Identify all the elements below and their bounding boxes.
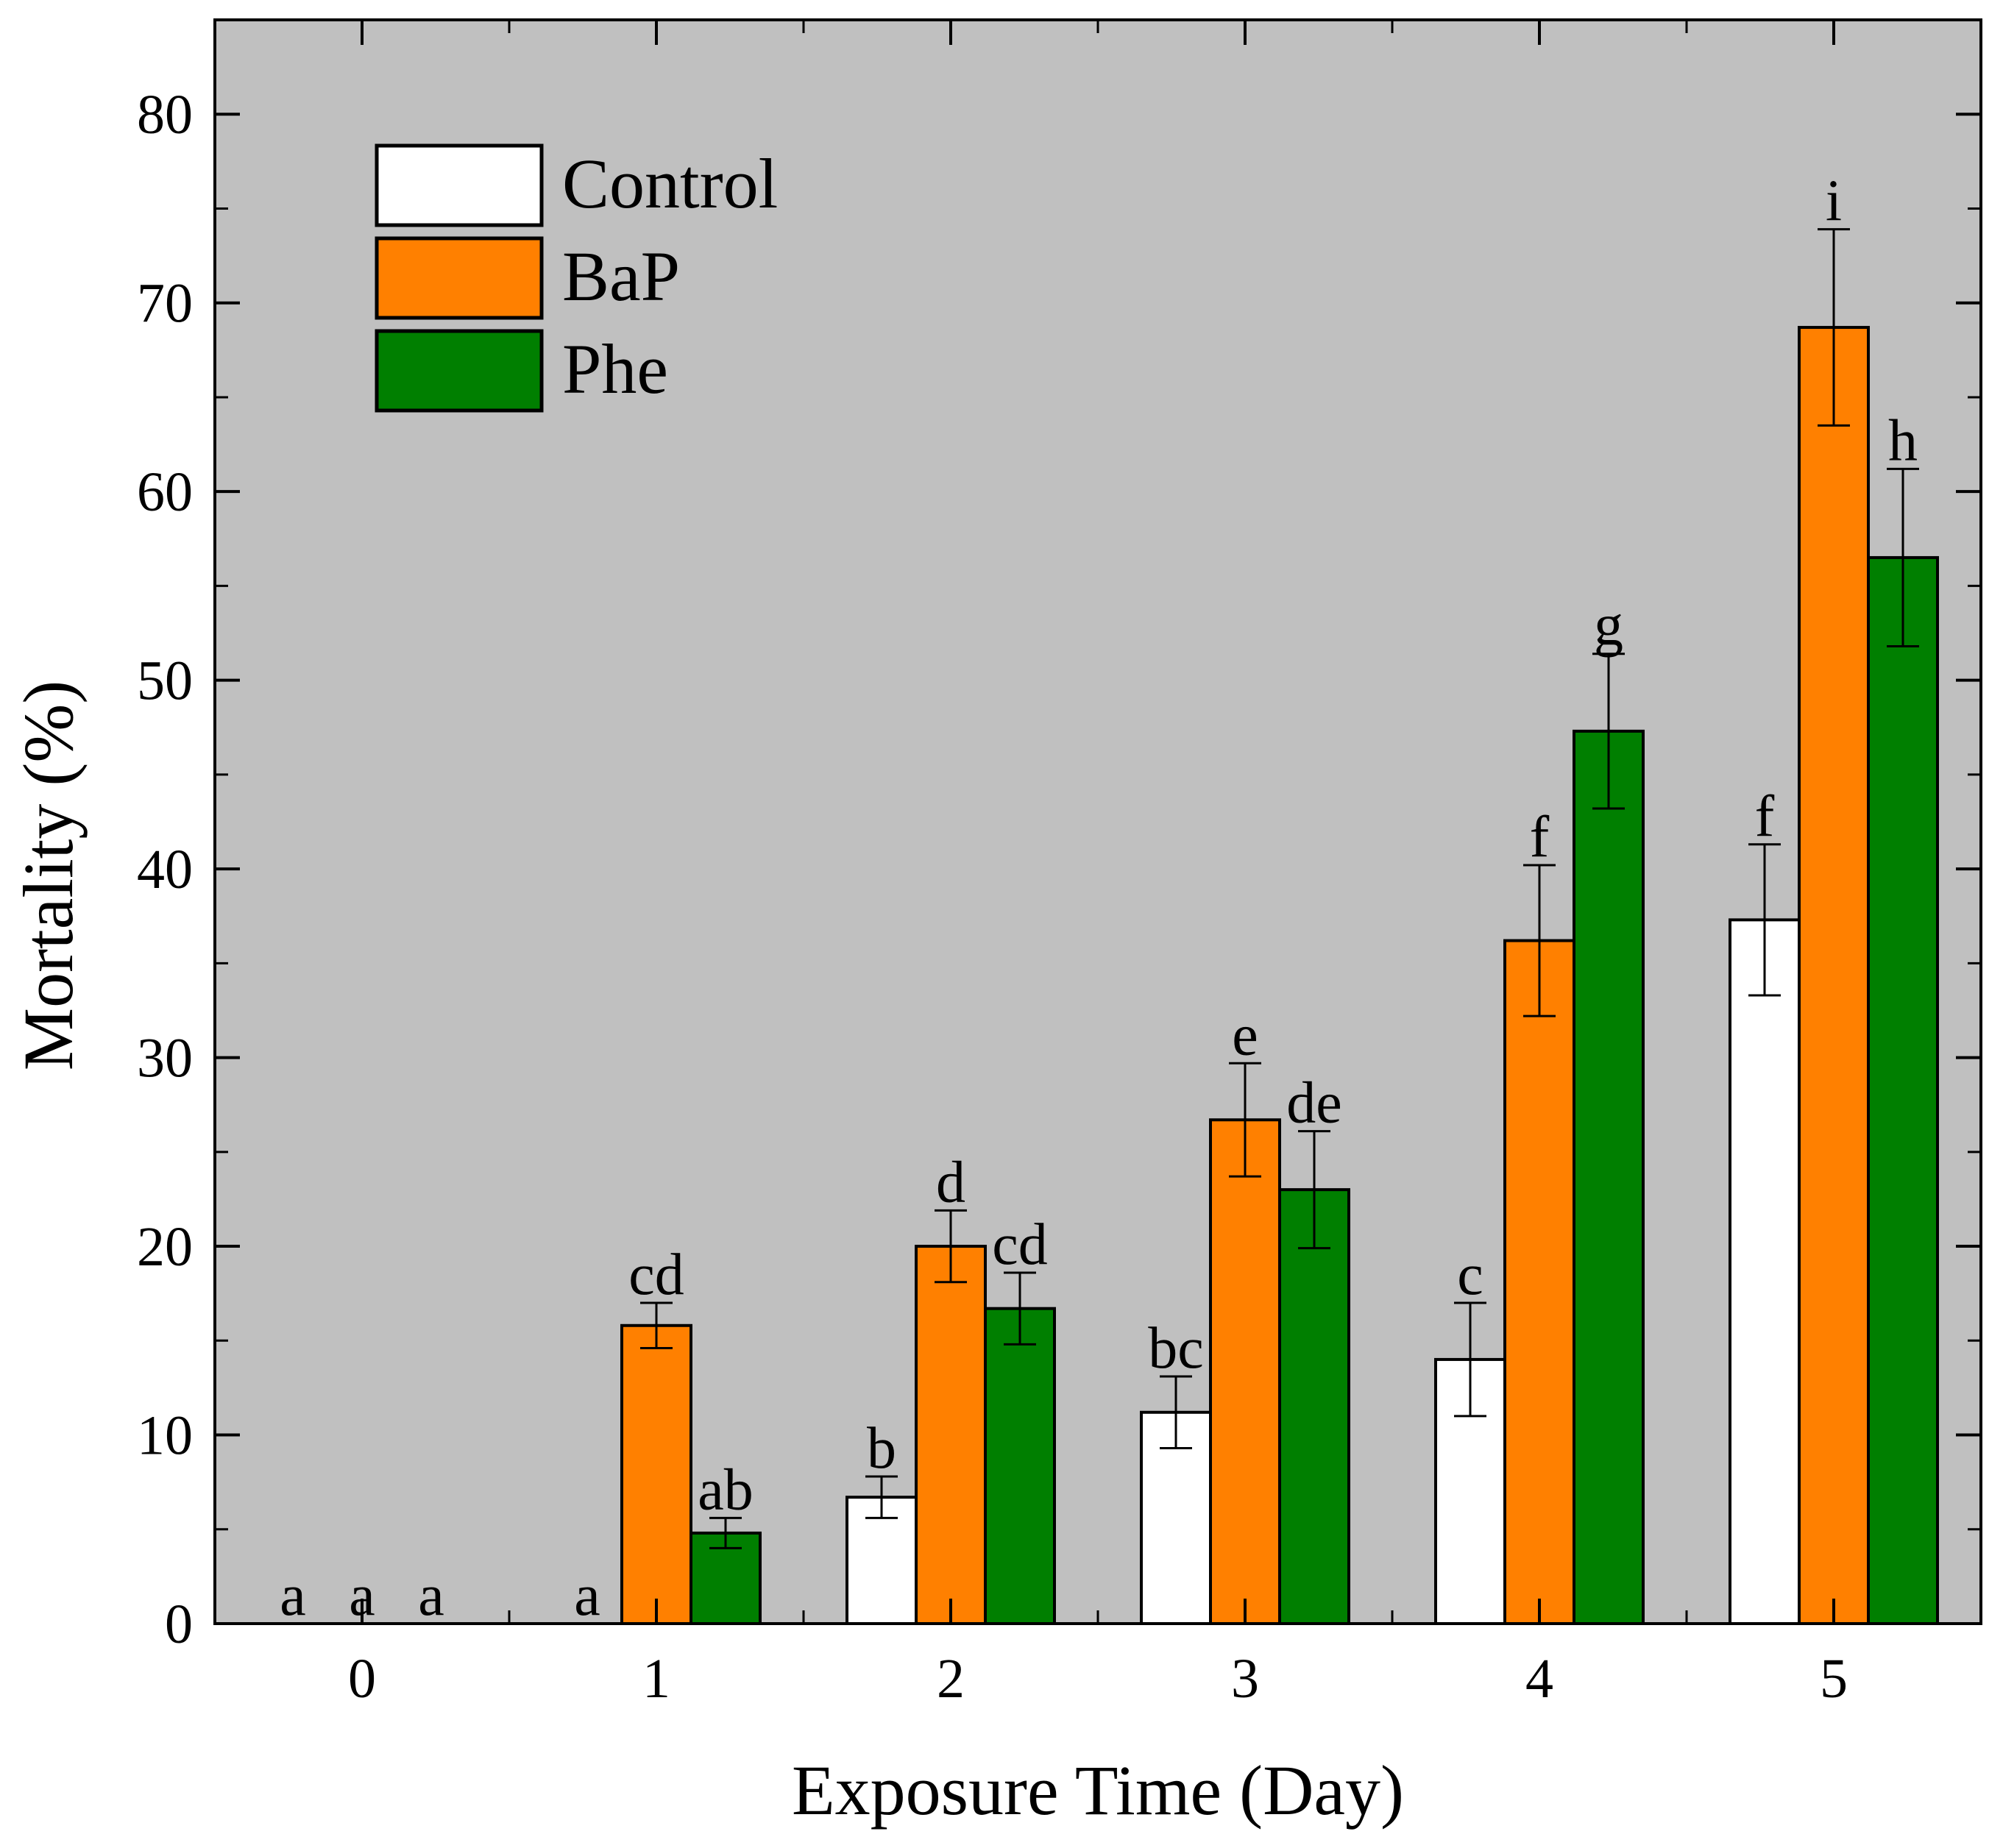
bar-bap-day-5 (1798, 326, 1870, 1625)
bar-phe-day-4 (1573, 729, 1645, 1625)
errorbar-bap-day-5 (1818, 228, 1850, 427)
sig-label-bap-day-2: d (936, 1150, 965, 1215)
bar-bap-day-1 (620, 1323, 692, 1626)
sig-label-phe-day-3: de (1286, 1071, 1342, 1136)
y-tick-label: 70 (137, 273, 193, 335)
y-tick-label: 20 (137, 1216, 193, 1278)
legend-swatch-bap (375, 236, 544, 320)
errorbar-bap-day-1 (640, 1301, 673, 1350)
sig-label-bap-day-3: e (1232, 1003, 1258, 1067)
x-tick-label: 3 (1231, 1648, 1259, 1710)
x-tick-label: 4 (1525, 1648, 1553, 1710)
sig-label-bap-day-5: i (1826, 169, 1842, 234)
sig-label-control-day-2: b (867, 1416, 896, 1481)
x-axis: 0 1 2 3 4 5 (348, 20, 1848, 1710)
y-tick-label: 60 (137, 461, 193, 523)
sig-label-control-day-0: a (280, 1563, 306, 1628)
bar-bap-day-3 (1209, 1118, 1281, 1625)
sig-label-control-day-1: a (574, 1563, 600, 1628)
bar-bap-day-4 (1503, 939, 1575, 1625)
bar-control-day-5 (1729, 918, 1801, 1626)
sig-label-phe-day-2: cd (992, 1212, 1048, 1277)
y-tick-label: 0 (165, 1593, 193, 1655)
legend-label-bap: BaP (562, 237, 680, 316)
errorbar-control-day-3 (1160, 1375, 1192, 1449)
y-tick-label: 30 (137, 1028, 193, 1090)
bar-bap-day-2 (915, 1245, 987, 1625)
x-tick-label: 1 (642, 1648, 670, 1710)
sig-label-bap-day-1: cd (628, 1243, 684, 1307)
x-tick-label: 5 (1820, 1648, 1848, 1710)
sig-label-phe-day-4: g (1594, 594, 1623, 658)
errorbar-phe-day-5 (1887, 467, 1919, 647)
errorbar-bap-day-2 (935, 1209, 967, 1284)
errorbar-phe-day-2 (1004, 1271, 1036, 1346)
sig-label-control-day-4: c (1457, 1243, 1483, 1307)
errorbar-bap-day-3 (1229, 1062, 1261, 1178)
y-tick-label: 80 (137, 84, 193, 146)
sig-label-phe-day-1: ab (698, 1457, 754, 1522)
sig-label-control-day-5: f (1755, 784, 1775, 849)
sig-label-phe-day-5: h (1888, 408, 1918, 473)
bars-layer (620, 326, 1939, 1626)
errorbar-bap-day-4 (1523, 864, 1556, 1017)
bar-phe-day-2 (984, 1307, 1056, 1625)
errorbar-control-day-2 (865, 1475, 898, 1519)
y-axis-title: Mortality (%) (9, 680, 88, 1071)
bar-phe-day-5 (1867, 555, 1939, 1625)
y-tick-label: 50 (137, 650, 193, 712)
legend-label-control: Control (562, 144, 778, 223)
bar-phe-day-3 (1278, 1188, 1350, 1625)
sig-label-control-day-3: bc (1148, 1316, 1204, 1381)
y-tick-label: 10 (137, 1405, 193, 1467)
sig-label-bap-day-4: f (1530, 805, 1550, 870)
errorbar-phe-day-1 (709, 1516, 742, 1549)
errorbar-control-day-5 (1748, 843, 1781, 997)
errorbar-phe-day-4 (1592, 653, 1625, 810)
y-axis: 0 10 20 30 40 50 60 70 80 (137, 84, 1981, 1655)
legend-label-phe: Phe (562, 330, 668, 408)
x-tick-label: 2 (937, 1648, 965, 1710)
errorbar-control-day-4 (1454, 1301, 1486, 1418)
legend: Control BaP Phe (375, 143, 778, 413)
x-tick-label: 0 (348, 1648, 376, 1710)
legend-swatch-phe (375, 329, 544, 413)
errorbar-phe-day-3 (1298, 1130, 1330, 1250)
errorbars-layer (640, 228, 1919, 1549)
y-tick-label: 40 (137, 839, 193, 900)
sig-label-phe-day-0: a (418, 1563, 444, 1628)
x-axis-title: Exposure Time (Day) (792, 1751, 1404, 1830)
legend-swatch-control (375, 143, 544, 227)
